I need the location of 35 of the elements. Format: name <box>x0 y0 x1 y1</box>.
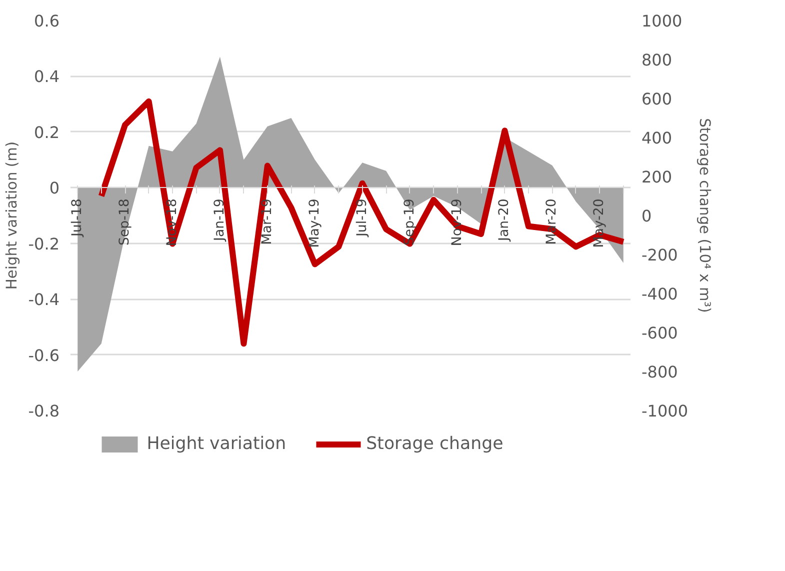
y-tick-label: 0.2 <box>34 122 60 142</box>
x-tick-label: Mar-20 <box>544 198 560 245</box>
y-tick-label: -0.4 <box>28 290 60 310</box>
x-tick-label: Jul-18 <box>70 198 86 238</box>
y-tick-label: 0.4 <box>34 67 60 86</box>
y-tick-label: 0.6 <box>34 12 60 30</box>
y-tick-label: -0.2 <box>28 234 60 254</box>
legend-label: Height variation <box>146 434 286 454</box>
x-tick-label: Sep-18 <box>118 198 133 246</box>
y2-tick-label: 800 <box>642 50 672 70</box>
x-tick-label: Nov-18 <box>165 198 180 246</box>
legend-label: Storage change <box>366 434 504 454</box>
x-tick-label: May-19 <box>307 198 322 248</box>
x-tick-label: Jul-19 <box>354 198 370 238</box>
y-tick-label: -0.8 <box>28 402 60 420</box>
y2-tick-label: 1000 <box>642 12 682 30</box>
y2-tick-label: -800 <box>642 362 678 382</box>
y2-tick-label: -1000 <box>642 402 688 420</box>
y2-tick-label: 200 <box>642 168 672 186</box>
y-tick-label: 0 <box>49 178 60 198</box>
x-tick-label: May-20 <box>592 198 608 248</box>
y2-tick-label: -400 <box>642 284 678 304</box>
x-tick-label: Sep-19 <box>402 198 418 246</box>
y2-axis-title: Storage change (10⁴ x m³) <box>696 118 713 313</box>
x-tick-label: Mar-19 <box>260 198 275 245</box>
x-tick-label: Jan-19 <box>212 198 228 242</box>
y2-tick-label: -200 <box>642 246 678 264</box>
y2-tick-label: -600 <box>642 324 678 342</box>
x-tick-label: Nov-19 <box>450 198 465 246</box>
x-tick-label: Jan-20 <box>497 198 512 242</box>
y-tick-label: -0.6 <box>28 346 60 365</box>
y2-tick-label: 400 <box>642 128 672 148</box>
y2-tick-label: 600 <box>642 90 672 108</box>
y2-tick-label: 0 <box>642 206 652 226</box>
y-axis-title: Height variation (m) <box>3 141 20 290</box>
